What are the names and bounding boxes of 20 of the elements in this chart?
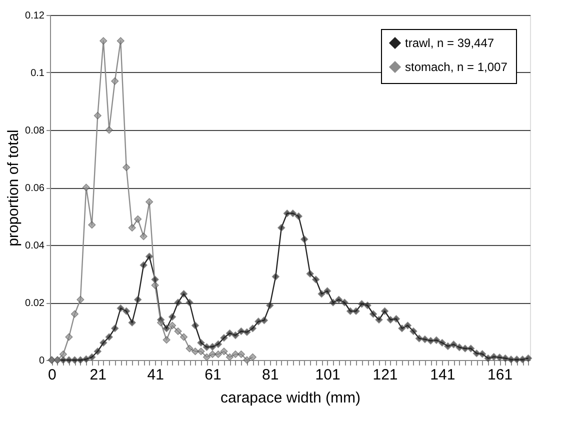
y-tick-label: 0.08 [25,126,45,136]
x-tick-label: 41 [147,366,164,384]
x-tick-label: 21 [90,366,106,384]
y-tick-label: 0.12 [25,10,45,22]
legend-label: stomach, n = 1,007 [405,60,508,74]
y-tick-label: 0 [38,356,45,366]
y-tick-label: 0.04 [25,240,45,252]
x-axis-title: carapace width (mm) [220,390,361,406]
legend-label: trawl, n = 39,447 [405,36,494,50]
y-tick-label: 0.02 [25,298,45,309]
x-tick-label: 61 [204,366,222,384]
x-tick-label: 81 [262,366,279,384]
y-tick-label: 0.1 [30,68,45,79]
x-tick-label: 141 [430,366,456,384]
x-tick-label: 121 [372,366,398,384]
x-tick-label: 101 [315,366,340,384]
x-tick-label: 161 [488,366,513,384]
y-tick-label: 0.06 [25,183,45,194]
x-tick-label: 0 [48,366,56,384]
y-axis-title: proportion of total [5,130,22,246]
